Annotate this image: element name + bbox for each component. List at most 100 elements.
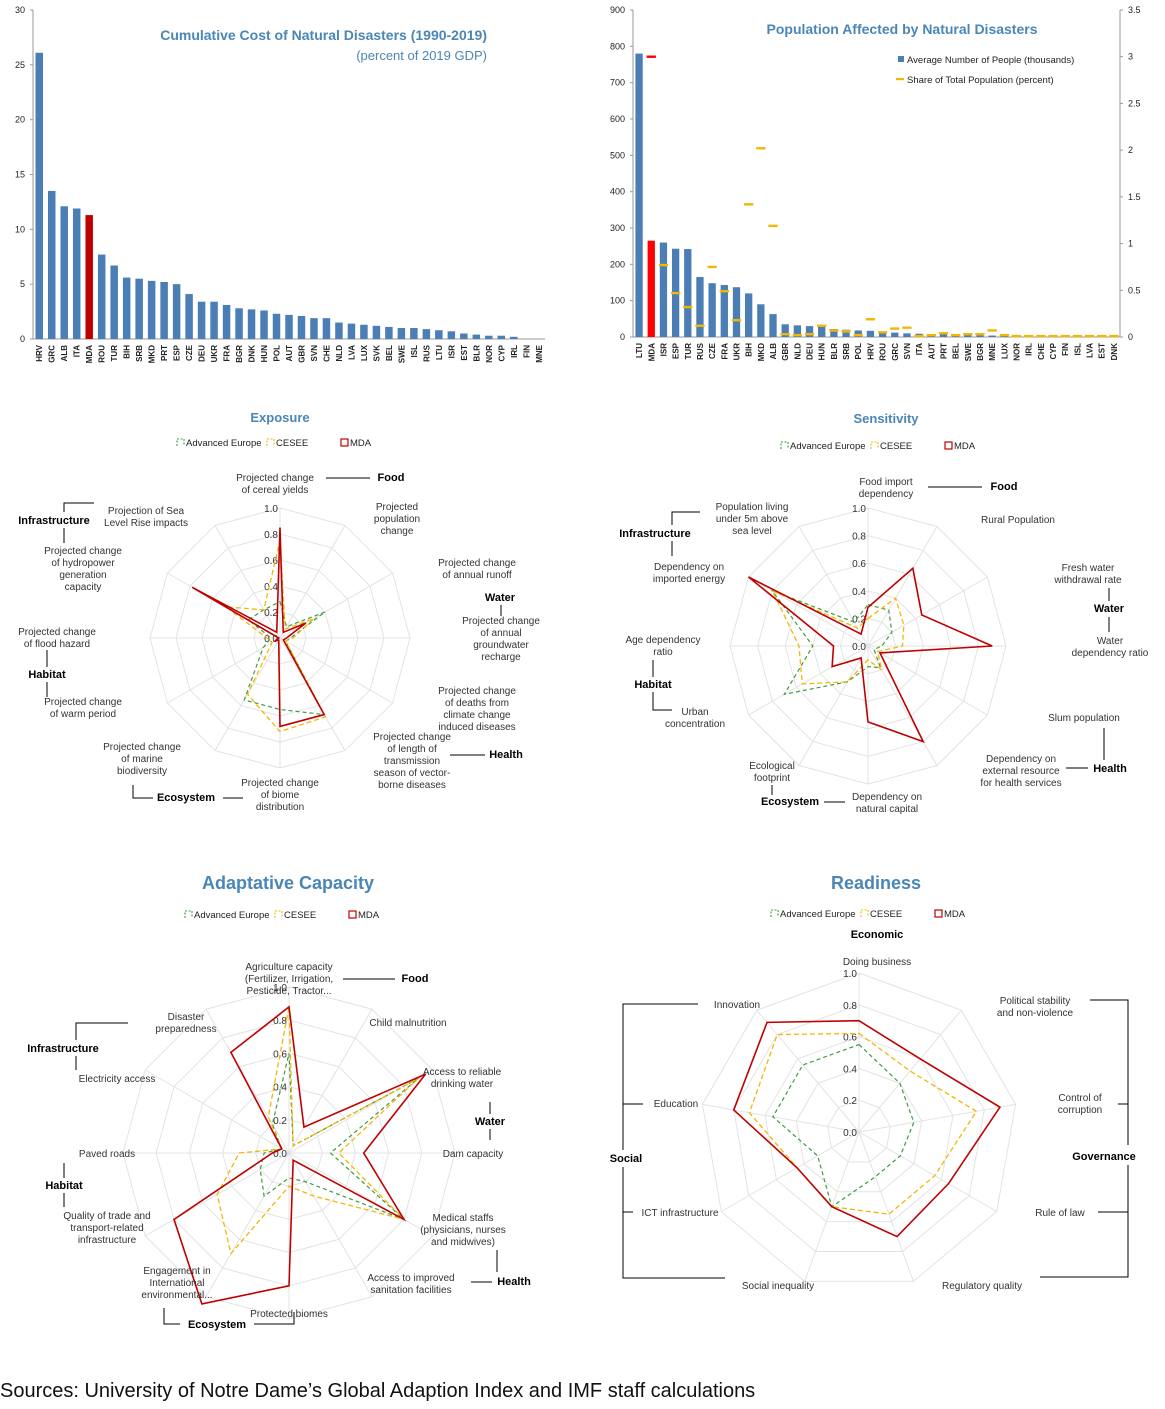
x-tick-label: SVK [372,345,381,362]
group-label-habitat: Habitat [634,679,672,691]
marker-ita [914,334,924,338]
radar-tick-label: 0.4 [273,1083,287,1094]
axis-label: of length of [387,744,437,755]
x-tick-label: ITA [73,345,82,358]
series-cesee [216,1006,419,1256]
x-tick-label: MDA [647,343,656,361]
x-tick-label: BLR [472,345,481,362]
radar-spoke [167,637,281,704]
axis-label: groundwater [473,640,529,651]
radar-spoke [279,572,393,639]
group-label-water: Water [485,592,516,604]
y-tick-label: 800 [610,41,625,51]
x-tick-label: GBR [781,343,790,361]
group-label-food: Food [991,481,1018,493]
chart-title: Population Affected by Natural Disasters [767,21,1038,37]
y2-tick-label: 0 [1128,332,1133,342]
group-label-food: Food [402,973,429,985]
legend-label: MDA [350,438,372,449]
marker-blr [829,329,839,332]
bar-mne [988,335,996,337]
bar-ukr [732,287,741,337]
bar-che [322,318,331,339]
y-tick-label: 300 [610,223,625,233]
marker-isr [658,263,669,267]
chart-readiness: 0.0 0.2 0.4 0.6 0.8 1.0 Readiness Advanced Euro… [610,873,1136,1292]
x-tick-label: LUX [1000,342,1009,359]
axis-label: borne diseases [378,780,446,791]
x-tick-label: HUN [818,343,827,361]
x-tick-label: LVA [1086,343,1095,358]
x-tick-label: POL [273,345,282,362]
axis-label: Social inequality [742,1281,814,1292]
axis-label: generation [59,570,106,581]
axis-label: Population living [716,502,789,513]
axis-label: Pesticide, Tractor... [246,986,331,997]
axis-label: Projected change [44,546,122,557]
group-label-ecosystem: Ecosystem [157,792,215,804]
chart-exposure: 0.0 0.2 0.4 0.6 0.8 1.0 Exposure Advanced Europ… [18,410,540,813]
legend-label: Advanced Europe [790,441,866,452]
x-tick-label: DEU [198,345,207,362]
radar-tick-label: 0.4 [852,587,866,598]
marker-dnk [1109,334,1119,338]
axis-label: transmission [384,756,440,767]
bar-swe [397,328,406,339]
group-label-ecosystem: Ecosystem [761,796,819,808]
y-tick-label: 500 [610,150,625,160]
x-tick-label: BGR [235,345,244,363]
radar-spoke [214,525,281,639]
y-tick-label: 20 [15,115,25,125]
x-tick-label: UKR [732,343,741,361]
radar-spoke [205,1152,290,1298]
radar-spoke [279,525,346,639]
bar-isl [410,328,418,339]
bar-gbr [781,324,789,337]
radar-tick-label: 1.0 [843,969,857,980]
bar-deu [197,301,206,339]
marker-rus [695,324,705,327]
bar-alb [60,206,68,339]
axis-label: sea level [732,526,771,537]
x-tick-label: SRB [135,345,144,362]
radar-gridline [701,972,1017,1282]
group-connector [75,1022,128,1040]
bar-mda [647,240,655,337]
series-mda [747,566,993,744]
legend-label: CESEE [284,910,316,921]
bar-dnk [247,309,256,339]
legend-label: MDA [358,910,380,921]
bar-aut [285,314,293,339]
axis-label: of deaths from [445,698,509,709]
group-label-infrastructure: Infrastructure [18,515,90,527]
bar-hrv [866,330,875,337]
marker-nor [1011,334,1022,338]
bar-pol [272,313,281,339]
axis-label: imported energy [653,574,725,585]
bar-prt [160,281,168,339]
legend-swatch [340,438,349,447]
x-tick-label: MNE [988,342,997,360]
axis-label: Paved roads [79,1149,135,1160]
legend-swatch [176,438,185,446]
axis-label: Urban [681,707,708,718]
axis-label: Level Rise impacts [104,518,188,529]
marker-tur [683,305,693,309]
bar-srb [842,329,850,337]
axis-label: of flood hazard [24,639,90,650]
x-tick-label: GBR [297,345,306,363]
chart-title: Readiness [831,873,921,893]
y-tick-label: 5 [20,279,25,289]
y-tick-label: 0 [20,334,25,344]
axis-label: Fresh water [1062,563,1115,574]
axis-label: Projected change [236,473,314,484]
group-label-economic: Economic [851,929,904,941]
marker-prt [938,332,949,335]
legend-label: Advanced Europe [194,910,270,921]
marker-hun [817,324,827,327]
x-tick-label: CZE [185,344,194,361]
x-tick-label: NLD [793,343,802,360]
marker-pol [853,333,863,337]
group-connector [622,1167,725,1279]
x-tick-label: ISL [410,345,419,358]
